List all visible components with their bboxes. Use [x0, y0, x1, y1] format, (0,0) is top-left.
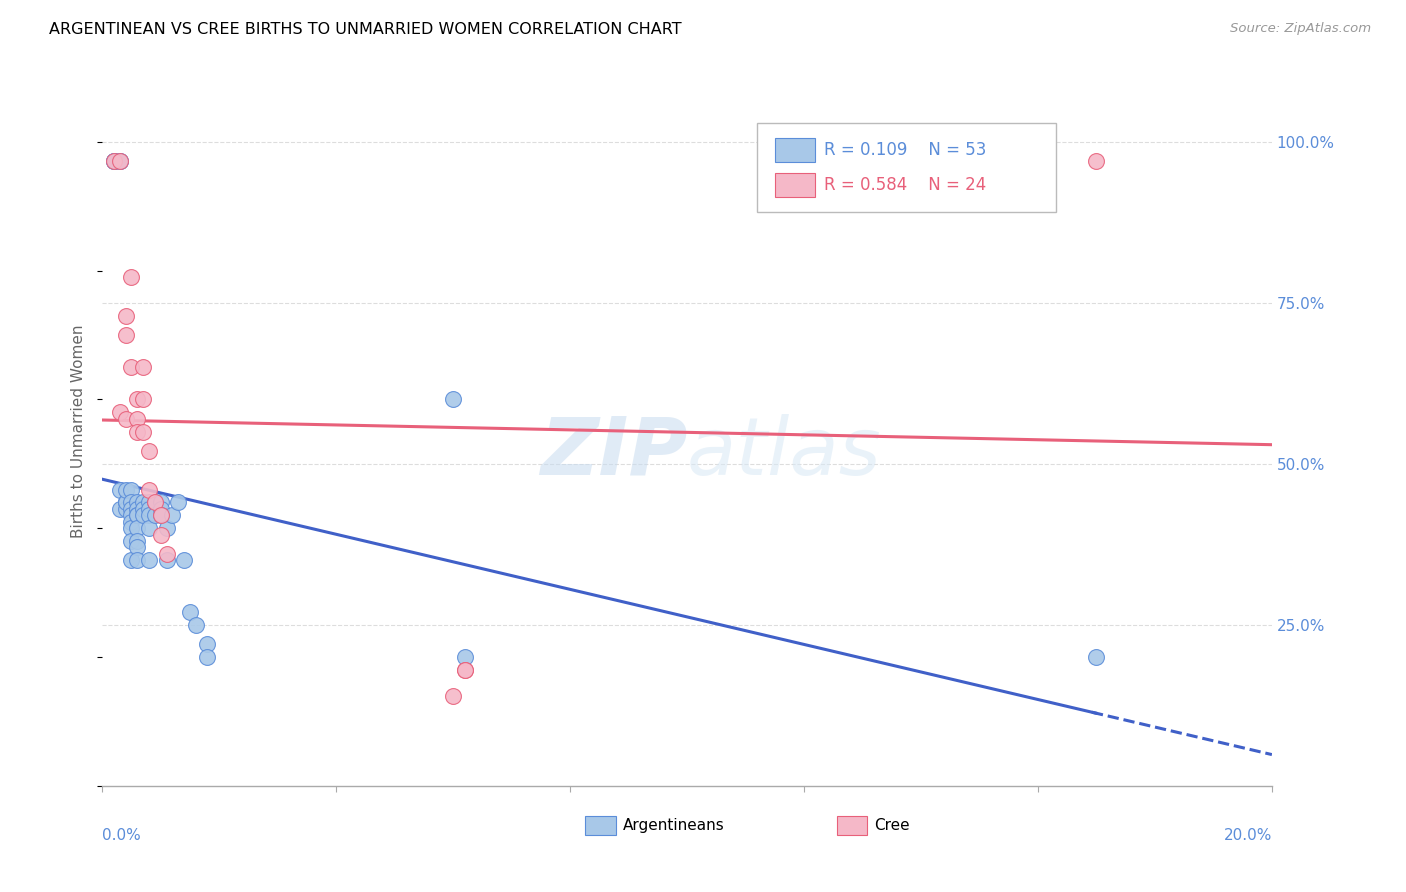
Point [132, 501, 155, 516]
Point [127, 508, 149, 523]
Point [155, 521, 177, 535]
Point [197, 649, 219, 664]
Point [114, 495, 136, 509]
Point [103, 154, 125, 169]
Point [138, 483, 160, 497]
Point [132, 392, 155, 407]
Point [120, 501, 142, 516]
Point [1085, 649, 1108, 664]
FancyBboxPatch shape [775, 137, 814, 161]
Point [108, 154, 131, 169]
Y-axis label: Births to Unmarried Women: Births to Unmarried Women [72, 325, 86, 539]
Point [149, 527, 172, 541]
Point [132, 360, 155, 375]
Point [120, 495, 142, 509]
Point [120, 360, 142, 375]
Text: 0.0%: 0.0% [103, 828, 141, 843]
FancyBboxPatch shape [837, 816, 868, 835]
Point [114, 495, 136, 509]
Point [138, 501, 160, 516]
Point [120, 515, 142, 529]
Point [184, 617, 207, 632]
Point [132, 495, 155, 509]
Point [108, 154, 131, 169]
Point [127, 508, 149, 523]
Point [114, 495, 136, 509]
Point [173, 553, 195, 567]
Point [454, 649, 477, 664]
Point [132, 425, 155, 439]
Point [138, 508, 160, 523]
Point [167, 495, 190, 509]
Point [155, 553, 177, 567]
Point [454, 663, 477, 677]
Point [1085, 154, 1108, 169]
Point [143, 495, 166, 509]
Point [155, 547, 177, 561]
Point [143, 508, 166, 523]
Point [114, 328, 136, 343]
Point [114, 501, 136, 516]
Point [149, 501, 172, 516]
Point [197, 637, 219, 651]
Point [108, 501, 131, 516]
Point [454, 663, 477, 677]
Point [103, 154, 125, 169]
Text: R = 0.584    N = 24: R = 0.584 N = 24 [824, 176, 986, 194]
Point [114, 483, 136, 497]
Point [149, 495, 172, 509]
Text: ARGENTINEAN VS CREE BIRTHS TO UNMARRIED WOMEN CORRELATION CHART: ARGENTINEAN VS CREE BIRTHS TO UNMARRIED … [49, 22, 682, 37]
Text: atlas: atlas [688, 414, 882, 491]
Point [143, 495, 166, 509]
Point [149, 508, 172, 523]
FancyBboxPatch shape [758, 123, 1056, 212]
Text: R = 0.109    N = 53: R = 0.109 N = 53 [824, 141, 986, 159]
FancyBboxPatch shape [585, 816, 616, 835]
Point [103, 154, 125, 169]
Point [127, 392, 149, 407]
Point [138, 495, 160, 509]
Point [103, 154, 125, 169]
Point [441, 689, 464, 703]
Point [127, 553, 149, 567]
Point [127, 541, 149, 555]
Point [108, 154, 131, 169]
Point [127, 534, 149, 549]
Point [108, 483, 131, 497]
FancyBboxPatch shape [775, 173, 814, 197]
Text: 20.0%: 20.0% [1223, 828, 1272, 843]
Point [127, 425, 149, 439]
Point [127, 411, 149, 425]
Point [120, 534, 142, 549]
Point [120, 483, 142, 497]
Text: Source: ZipAtlas.com: Source: ZipAtlas.com [1230, 22, 1371, 36]
Point [179, 605, 201, 619]
Point [114, 411, 136, 425]
Point [441, 392, 464, 407]
Text: ZIP: ZIP [540, 414, 688, 491]
Point [114, 309, 136, 323]
Point [138, 553, 160, 567]
Point [108, 405, 131, 419]
Point [149, 508, 172, 523]
Point [127, 501, 149, 516]
Point [162, 508, 184, 523]
Text: Cree: Cree [875, 818, 910, 833]
Text: Argentineans: Argentineans [623, 818, 724, 833]
Point [127, 521, 149, 535]
Point [120, 270, 142, 285]
Point [120, 521, 142, 535]
Point [127, 495, 149, 509]
Point [132, 508, 155, 523]
Point [120, 508, 142, 523]
Point [120, 553, 142, 567]
Point [138, 521, 160, 535]
Point [138, 443, 160, 458]
